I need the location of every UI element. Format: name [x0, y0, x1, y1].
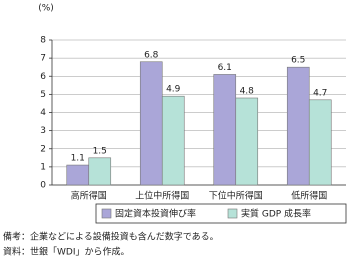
- y-tick-label: 2: [40, 144, 46, 154]
- x-tick-label: 高所得国: [71, 190, 107, 202]
- y-tick-label: 6: [40, 72, 46, 82]
- x-tick-label: 低所得国: [291, 190, 327, 202]
- y-tick-label: 5: [40, 90, 46, 100]
- data-label: 6.8: [144, 50, 159, 60]
- bar: [286, 66, 310, 186]
- legend-label: 実質 GDP 成長率: [241, 208, 311, 220]
- bar: [88, 157, 112, 186]
- y-tick-label: 3: [40, 126, 46, 136]
- y-axis-unit: (%): [38, 4, 54, 14]
- bar: [66, 164, 90, 186]
- y-tick-label: 8: [40, 36, 46, 46]
- note: 資料：世銀「WDI」から作成。: [3, 246, 129, 258]
- bar: [161, 95, 185, 186]
- data-label: 6.5: [291, 56, 305, 66]
- bar: [235, 97, 259, 186]
- legend-label: 固定資本投資伸び率: [115, 208, 196, 220]
- x-tick-label: 上位中所得国: [135, 190, 189, 202]
- y-tick-label: 0: [40, 181, 46, 191]
- bar: [139, 61, 163, 186]
- y-tick-label: 4: [40, 108, 46, 118]
- data-label: 6.1: [218, 63, 232, 73]
- note: 備考：企業などによる設備投資も含んだ数字である。: [3, 231, 219, 243]
- legend-swatch: [101, 208, 112, 219]
- data-label: 1.5: [93, 146, 107, 156]
- data-label: 4.7: [313, 88, 327, 98]
- data-label: 1.1: [71, 154, 85, 164]
- bar: [213, 74, 237, 186]
- y-tick-label: 1: [40, 162, 46, 172]
- data-label: 4.9: [166, 85, 181, 95]
- legend-swatch: [227, 208, 238, 219]
- legend-box: [95, 203, 347, 224]
- data-label: 4.8: [240, 87, 255, 97]
- bar: [308, 99, 332, 186]
- y-tick-label: 7: [40, 54, 46, 64]
- x-tick-label: 下位中所得国: [209, 190, 263, 202]
